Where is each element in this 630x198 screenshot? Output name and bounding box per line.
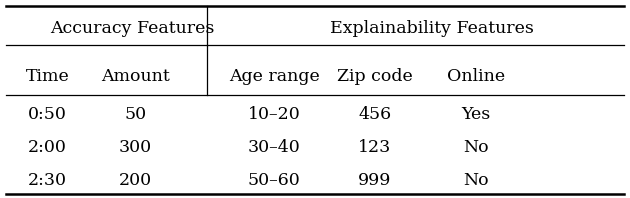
Text: 30–40: 30–40 [248, 139, 301, 156]
Text: 50–60: 50–60 [248, 172, 301, 189]
Text: Online: Online [447, 68, 505, 85]
Text: 456: 456 [358, 106, 391, 123]
Text: 300: 300 [119, 139, 152, 156]
Text: Explainability Features: Explainability Features [329, 20, 534, 37]
Text: 2:00: 2:00 [28, 139, 67, 156]
Text: 999: 999 [358, 172, 391, 189]
Text: 2:30: 2:30 [28, 172, 67, 189]
Text: 10–20: 10–20 [248, 106, 301, 123]
Text: Time: Time [25, 68, 69, 85]
Text: No: No [463, 139, 488, 156]
Text: Yes: Yes [461, 106, 490, 123]
Text: Amount: Amount [101, 68, 170, 85]
Text: 50: 50 [124, 106, 147, 123]
Text: 123: 123 [358, 139, 391, 156]
Text: Age range: Age range [229, 68, 319, 85]
Text: Accuracy Features: Accuracy Features [50, 20, 214, 37]
Text: No: No [463, 172, 488, 189]
Text: Zip code: Zip code [337, 68, 413, 85]
Text: 0:50: 0:50 [28, 106, 67, 123]
Text: 200: 200 [119, 172, 152, 189]
